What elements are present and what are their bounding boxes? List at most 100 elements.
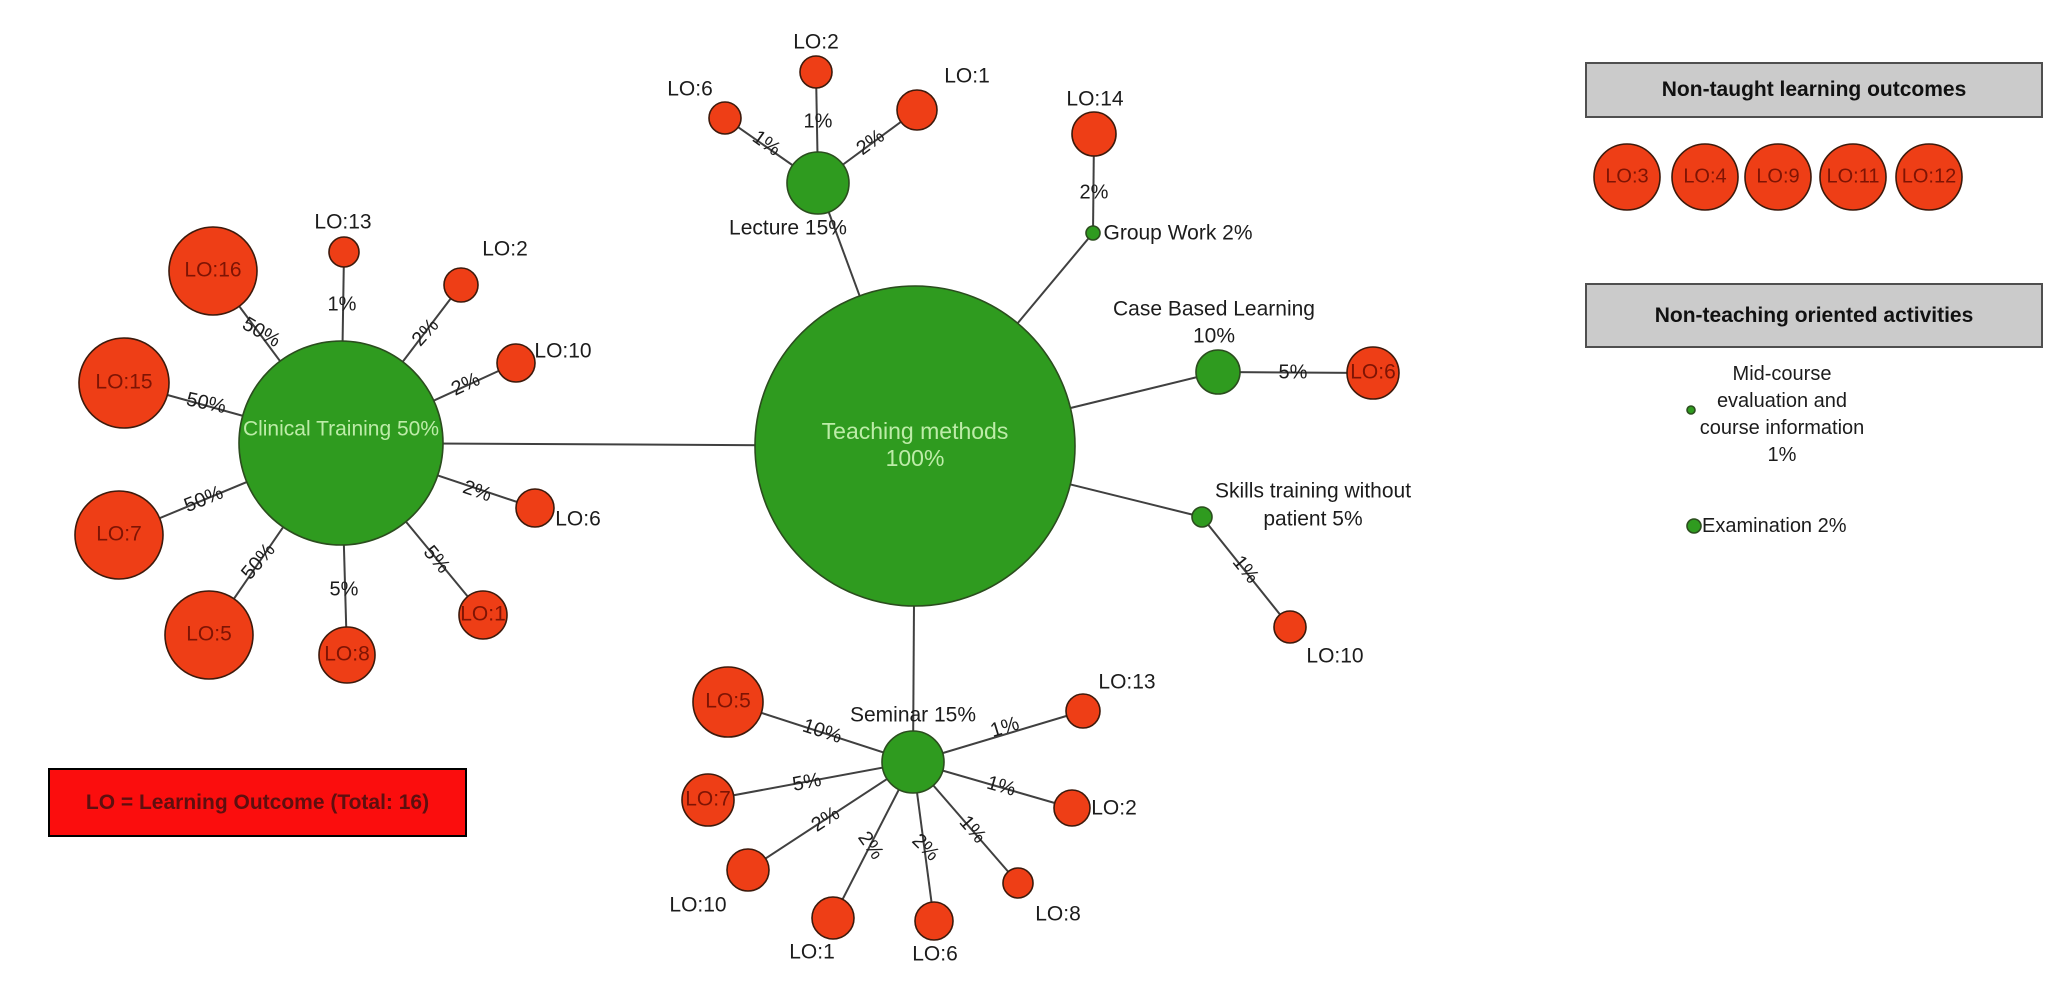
legend-outcome-node-LO:4 bbox=[1671, 143, 1739, 211]
node-label-lo13-ct: LO:13 bbox=[314, 211, 371, 234]
edge-label-seminar--lo1-sem: 2% bbox=[853, 827, 888, 863]
edge-label-clinical--lo15-ct: 50% bbox=[184, 388, 228, 418]
edge-label-clinical--lo13-ct: 1% bbox=[328, 293, 357, 315]
edge-seminar--lo7-sem bbox=[707, 761, 914, 801]
node-label-lo15-ct: LO:15 bbox=[95, 371, 152, 394]
edge-label-seminar--lo6-sem: 2% bbox=[908, 829, 944, 865]
legend-outcome-node-LO:9 bbox=[1744, 143, 1812, 211]
node-label-lo6-ct: LO:6 bbox=[555, 508, 601, 531]
node-lo14-gw bbox=[1071, 111, 1117, 157]
legend-item-line: evaluation and bbox=[1716, 390, 1848, 412]
node-groupwork bbox=[1085, 225, 1101, 241]
edge-label-seminar--lo2-sem: 1% bbox=[984, 772, 1018, 801]
legend-outcome-label: LO:12 bbox=[1902, 165, 1956, 187]
node-lo6-ct bbox=[515, 488, 555, 528]
legend-outcome-label: LO:9 bbox=[1756, 165, 1799, 187]
legend-outcome-node-LO:11 bbox=[1819, 143, 1887, 211]
edge-label-seminar--lo5-sem: 10% bbox=[800, 715, 845, 748]
legend-activity-dot-1 bbox=[1686, 518, 1702, 534]
node-label-lo1-lec: LO:1 bbox=[944, 65, 990, 88]
node-lo6-sem bbox=[914, 901, 954, 941]
node-seminar bbox=[881, 730, 945, 794]
node-lo16-ct bbox=[168, 226, 258, 316]
node-lo15-ct bbox=[78, 337, 170, 429]
edge-label-groupwork--lo14-gw: 2% bbox=[1080, 181, 1109, 203]
legend-item-line: Mid-course bbox=[1732, 363, 1832, 385]
node-label-lo10-ct: LO:10 bbox=[534, 340, 591, 363]
node-teaching bbox=[754, 285, 1076, 607]
node-lo10-skills bbox=[1273, 610, 1307, 644]
node-lo2-sem bbox=[1053, 789, 1091, 827]
node-clinical bbox=[238, 340, 444, 546]
note-text: LO = Learning Outcome (Total: 16) bbox=[85, 791, 430, 814]
node-label-lo16-ct: LO:16 bbox=[184, 259, 241, 282]
node-lo13-sem bbox=[1065, 693, 1101, 729]
node-label-cbl: Case Based Learning bbox=[1113, 298, 1315, 321]
node-label-lo2-lec: LO:2 bbox=[793, 31, 839, 54]
legend-item-line: course information bbox=[1699, 417, 1865, 439]
node-lo8-sem bbox=[1002, 867, 1034, 899]
node-label-clinical: Clinical Training 50% bbox=[243, 418, 439, 441]
legend-item-examination: Examination 2% bbox=[1702, 513, 1847, 539]
node-label-lo2-ct: LO:2 bbox=[482, 238, 528, 261]
node-label-lo6-sem: LO:6 bbox=[912, 943, 958, 966]
node-label-teaching: 100% bbox=[886, 445, 945, 471]
legend-outcome-label: LO:11 bbox=[1827, 165, 1880, 187]
node-skills bbox=[1191, 506, 1213, 528]
node-label-lo2-sem: LO:2 bbox=[1091, 797, 1137, 820]
node-lo10-ct bbox=[496, 343, 536, 383]
node-label-seminar: Seminar 15% bbox=[850, 704, 976, 727]
node-lo5-sem bbox=[692, 666, 764, 738]
edge-seminar--lo10-sem bbox=[747, 761, 914, 871]
node-lecture bbox=[786, 151, 850, 215]
legend-header-non-teaching-activities: Non-teaching oriented activities bbox=[1585, 283, 2043, 348]
node-lo2-lec bbox=[799, 55, 833, 89]
edge-label-clinical--lo2-ct: 2% bbox=[408, 314, 444, 350]
legend-item-label: Examination 2% bbox=[1702, 515, 1847, 537]
edge-label-clinical--lo10-ct: 2% bbox=[448, 368, 484, 400]
node-cbl bbox=[1195, 349, 1241, 395]
node-label-lo8-ct: LO:8 bbox=[324, 643, 370, 666]
node-label-skills: patient 5% bbox=[1263, 508, 1362, 531]
legend-activity-dot-0 bbox=[1686, 405, 1696, 415]
node-label-lo13-sem: LO:13 bbox=[1098, 671, 1155, 694]
node-lo10-sem bbox=[726, 848, 770, 892]
node-lo6-lec bbox=[708, 101, 742, 135]
edge-label-clinical--lo7-ct: 50% bbox=[181, 482, 227, 517]
edge-skills--lo10-skills bbox=[1201, 516, 1291, 628]
node-lo6-cbl bbox=[1346, 346, 1400, 400]
node-lo7-sem bbox=[681, 773, 735, 827]
legend-header-non-taught-outcomes: Non-taught learning outcomes bbox=[1585, 62, 2043, 118]
node-label-cbl: 10% bbox=[1193, 325, 1235, 348]
edge-label-seminar--lo7-sem: 5% bbox=[791, 769, 824, 796]
legend-outcome-label: LO:4 bbox=[1683, 165, 1726, 187]
node-label-lo1-ct: LO:1 bbox=[460, 603, 506, 626]
edge-label-lecture--lo2-lec: 1% bbox=[804, 110, 833, 132]
node-label-groupwork: Group Work 2% bbox=[1104, 222, 1253, 245]
node-label-teaching: Teaching methods bbox=[822, 418, 1009, 444]
node-label-lo1-sem: LO:1 bbox=[789, 941, 835, 964]
node-label-skills: Skills training without bbox=[1215, 480, 1411, 503]
node-label-lo7-ct: LO:7 bbox=[96, 523, 142, 546]
edge-label-seminar--lo10-sem: 2% bbox=[807, 802, 843, 836]
node-lo13-ct bbox=[328, 236, 360, 268]
node-label-lo7-sem: LO:7 bbox=[685, 788, 731, 811]
node-label-lo14-gw: LO:14 bbox=[1066, 88, 1124, 111]
legend-item-line: 1% bbox=[1767, 444, 1797, 466]
edge-label-cbl--lo6-cbl: 5% bbox=[1279, 361, 1308, 383]
node-lo1-sem bbox=[811, 896, 855, 940]
legend-title: Non-teaching oriented activities bbox=[1654, 304, 1974, 327]
node-label-lo5-sem: LO:5 bbox=[705, 690, 751, 713]
nodes-layer bbox=[74, 55, 1963, 941]
node-lo1-ct bbox=[458, 590, 508, 640]
node-lo8-ct bbox=[318, 626, 376, 684]
node-label-lo5-ct: LO:5 bbox=[186, 623, 232, 646]
node-label-lo10-skills: LO:10 bbox=[1306, 645, 1363, 668]
node-label-lo6-cbl: LO:6 bbox=[1350, 361, 1396, 384]
node-label-lo6-lec: LO:6 bbox=[667, 78, 713, 101]
legend-outcome-node-LO:12 bbox=[1895, 143, 1963, 211]
legend-outcome-label: LO:3 bbox=[1605, 165, 1648, 187]
legend-outcome-node-LO:3 bbox=[1593, 143, 1661, 211]
node-lo2-ct bbox=[443, 267, 479, 303]
